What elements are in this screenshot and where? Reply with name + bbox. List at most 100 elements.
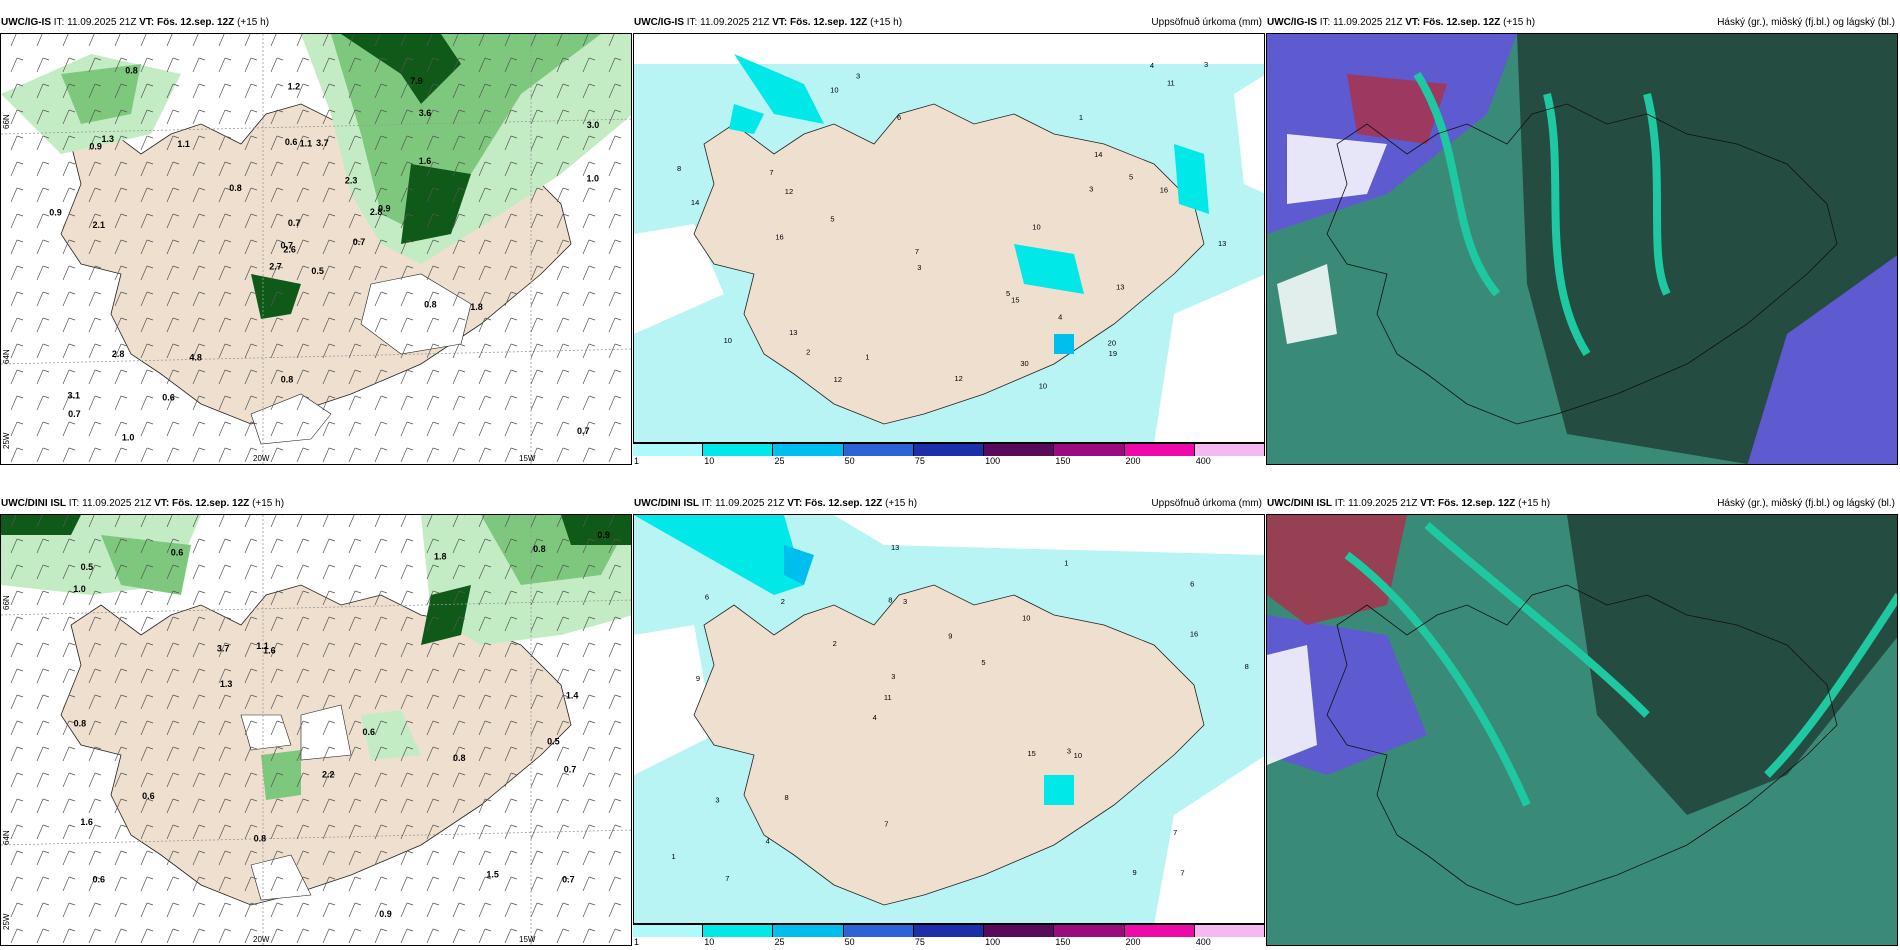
wind-barb-flag (510, 291, 518, 295)
wind-barb (478, 317, 486, 333)
wind-barb-flag (614, 720, 622, 724)
value-label: 0.7 (562, 875, 575, 885)
wind-barb (608, 515, 615, 528)
wind-barb-flag (406, 135, 414, 139)
precip-wind-map[interactable]: 0.8 0.5 0.6 0.6 1.6 1.5 1.6 1.8 3.7 0.9 1.0 0.8 0.5 0… (0, 514, 632, 946)
precip-wind-map[interactable]: 0.5 0.9 2.6 3.1 2.8 4.8 7.9 3.7 3.6 0.7 0.8 0.7 2.1 3… (0, 33, 632, 465)
wind-barb-flag (484, 850, 492, 854)
wind-barb-flag (458, 876, 466, 880)
wind-barb-flag (276, 369, 284, 373)
wind-barb (374, 213, 382, 229)
wind-barb (244, 928, 252, 944)
wind-barb-flag (536, 824, 544, 828)
wind-barb-flag (588, 135, 596, 139)
wind-barb-flag (614, 239, 622, 243)
wind-barb-flag (614, 83, 622, 87)
value-label: 1 (672, 852, 676, 861)
wind-barb-flag (432, 317, 440, 321)
wind-barb-flag (172, 421, 180, 425)
wind-barb-flag (146, 187, 154, 191)
wind-barb-flag (172, 447, 180, 451)
wind-barb (270, 265, 278, 281)
wind-barb-flag (276, 902, 284, 906)
wind-barb (504, 928, 512, 944)
wind-barb (218, 291, 226, 307)
wind-barb-flag (406, 447, 414, 451)
wind-barb (218, 902, 226, 918)
wind-barb (608, 850, 616, 866)
wind-barb-flag (250, 57, 258, 61)
wind-barb-flag (588, 824, 596, 828)
wind-barb (10, 746, 18, 762)
wind-barb (218, 824, 226, 840)
wind-barb (530, 850, 538, 866)
wind-barb (296, 746, 304, 762)
value-label: 3.1 (68, 391, 81, 401)
wind-barb (348, 34, 355, 47)
wind-barb-flag (146, 876, 154, 880)
wind-barb (62, 876, 70, 892)
wind-barb (582, 317, 590, 333)
wind-barb (322, 746, 330, 762)
wind-barb-flag (484, 265, 492, 269)
wind-barb (192, 265, 200, 281)
wind-barb (244, 694, 252, 710)
wind-barb (608, 395, 616, 411)
wind-barb-flag (172, 902, 180, 906)
wind-barb (452, 109, 460, 125)
wind-barb-flag (172, 642, 180, 646)
wind-barb-flag (68, 772, 76, 776)
wind-barb-flag (354, 564, 362, 568)
wind-barb (582, 515, 589, 528)
cloud-cover-map[interactable] (1266, 33, 1898, 465)
wind-barb (10, 343, 18, 359)
wind-barb (452, 642, 460, 658)
value-label: 11 (1167, 78, 1175, 87)
wind-barb-flag (380, 265, 388, 269)
wind-barb (166, 161, 174, 177)
wind-barb (374, 564, 382, 580)
wind-barb-flag (432, 538, 440, 542)
wind-barb (530, 421, 538, 437)
wind-barb-flag (16, 798, 24, 802)
wind-barb-flag (198, 642, 206, 646)
wind-barb-flag (250, 902, 258, 906)
wind-barb (374, 642, 382, 658)
wind-barb (374, 57, 382, 73)
wind-barb (322, 824, 330, 840)
wind-barb (348, 798, 356, 814)
wind-barb (270, 109, 278, 125)
wind-barb-flag (94, 668, 102, 672)
wind-barb-flag (484, 395, 492, 399)
wind-barb-flag (68, 291, 76, 295)
wind-barb (114, 265, 122, 281)
value-label: 13 (789, 328, 797, 337)
wind-barb-flag (250, 694, 258, 698)
wind-barb-flag (406, 538, 414, 542)
wind-barb (504, 876, 512, 892)
value-label: 0.8 (125, 66, 138, 76)
lon-25w-label: 25W (2, 432, 11, 449)
value-label: 0.9 (379, 909, 392, 919)
wind-barb (322, 291, 330, 307)
accum-precip-map[interactable]: 10 10 13 7 5 30 13 5 3 2 10 8 7 5 3 4 14 11 13 16 20 15 12 19 10… (633, 33, 1265, 443)
wind-barb (478, 265, 486, 281)
wind-barb (400, 291, 408, 307)
wind-barb (270, 590, 278, 606)
colorbar-swatch (1054, 925, 1125, 937)
wind-barb (374, 421, 382, 437)
wind-barb (244, 213, 252, 229)
wind-barb-flag (406, 902, 414, 906)
cloud-cover-map[interactable] (1266, 514, 1898, 946)
accum-precip-map[interactable]: 7 9 6 4 10 7 8 9 3 2 1 4 3 5 10 6 13 8 15 16 11 7 3 2 1 8 9 7 3 (633, 514, 1265, 924)
wind-barb (166, 642, 174, 658)
wind-barb-flag (536, 928, 544, 932)
wind-barb-flag (224, 824, 232, 828)
wind-barb-flag (328, 694, 336, 698)
wind-barb (608, 291, 616, 307)
wind-barb-flag (16, 902, 24, 906)
wind-barb-flag (198, 564, 206, 568)
wind-barb-flag (16, 187, 24, 191)
wind-barb (348, 135, 356, 151)
wind-barb-flag (16, 772, 24, 776)
